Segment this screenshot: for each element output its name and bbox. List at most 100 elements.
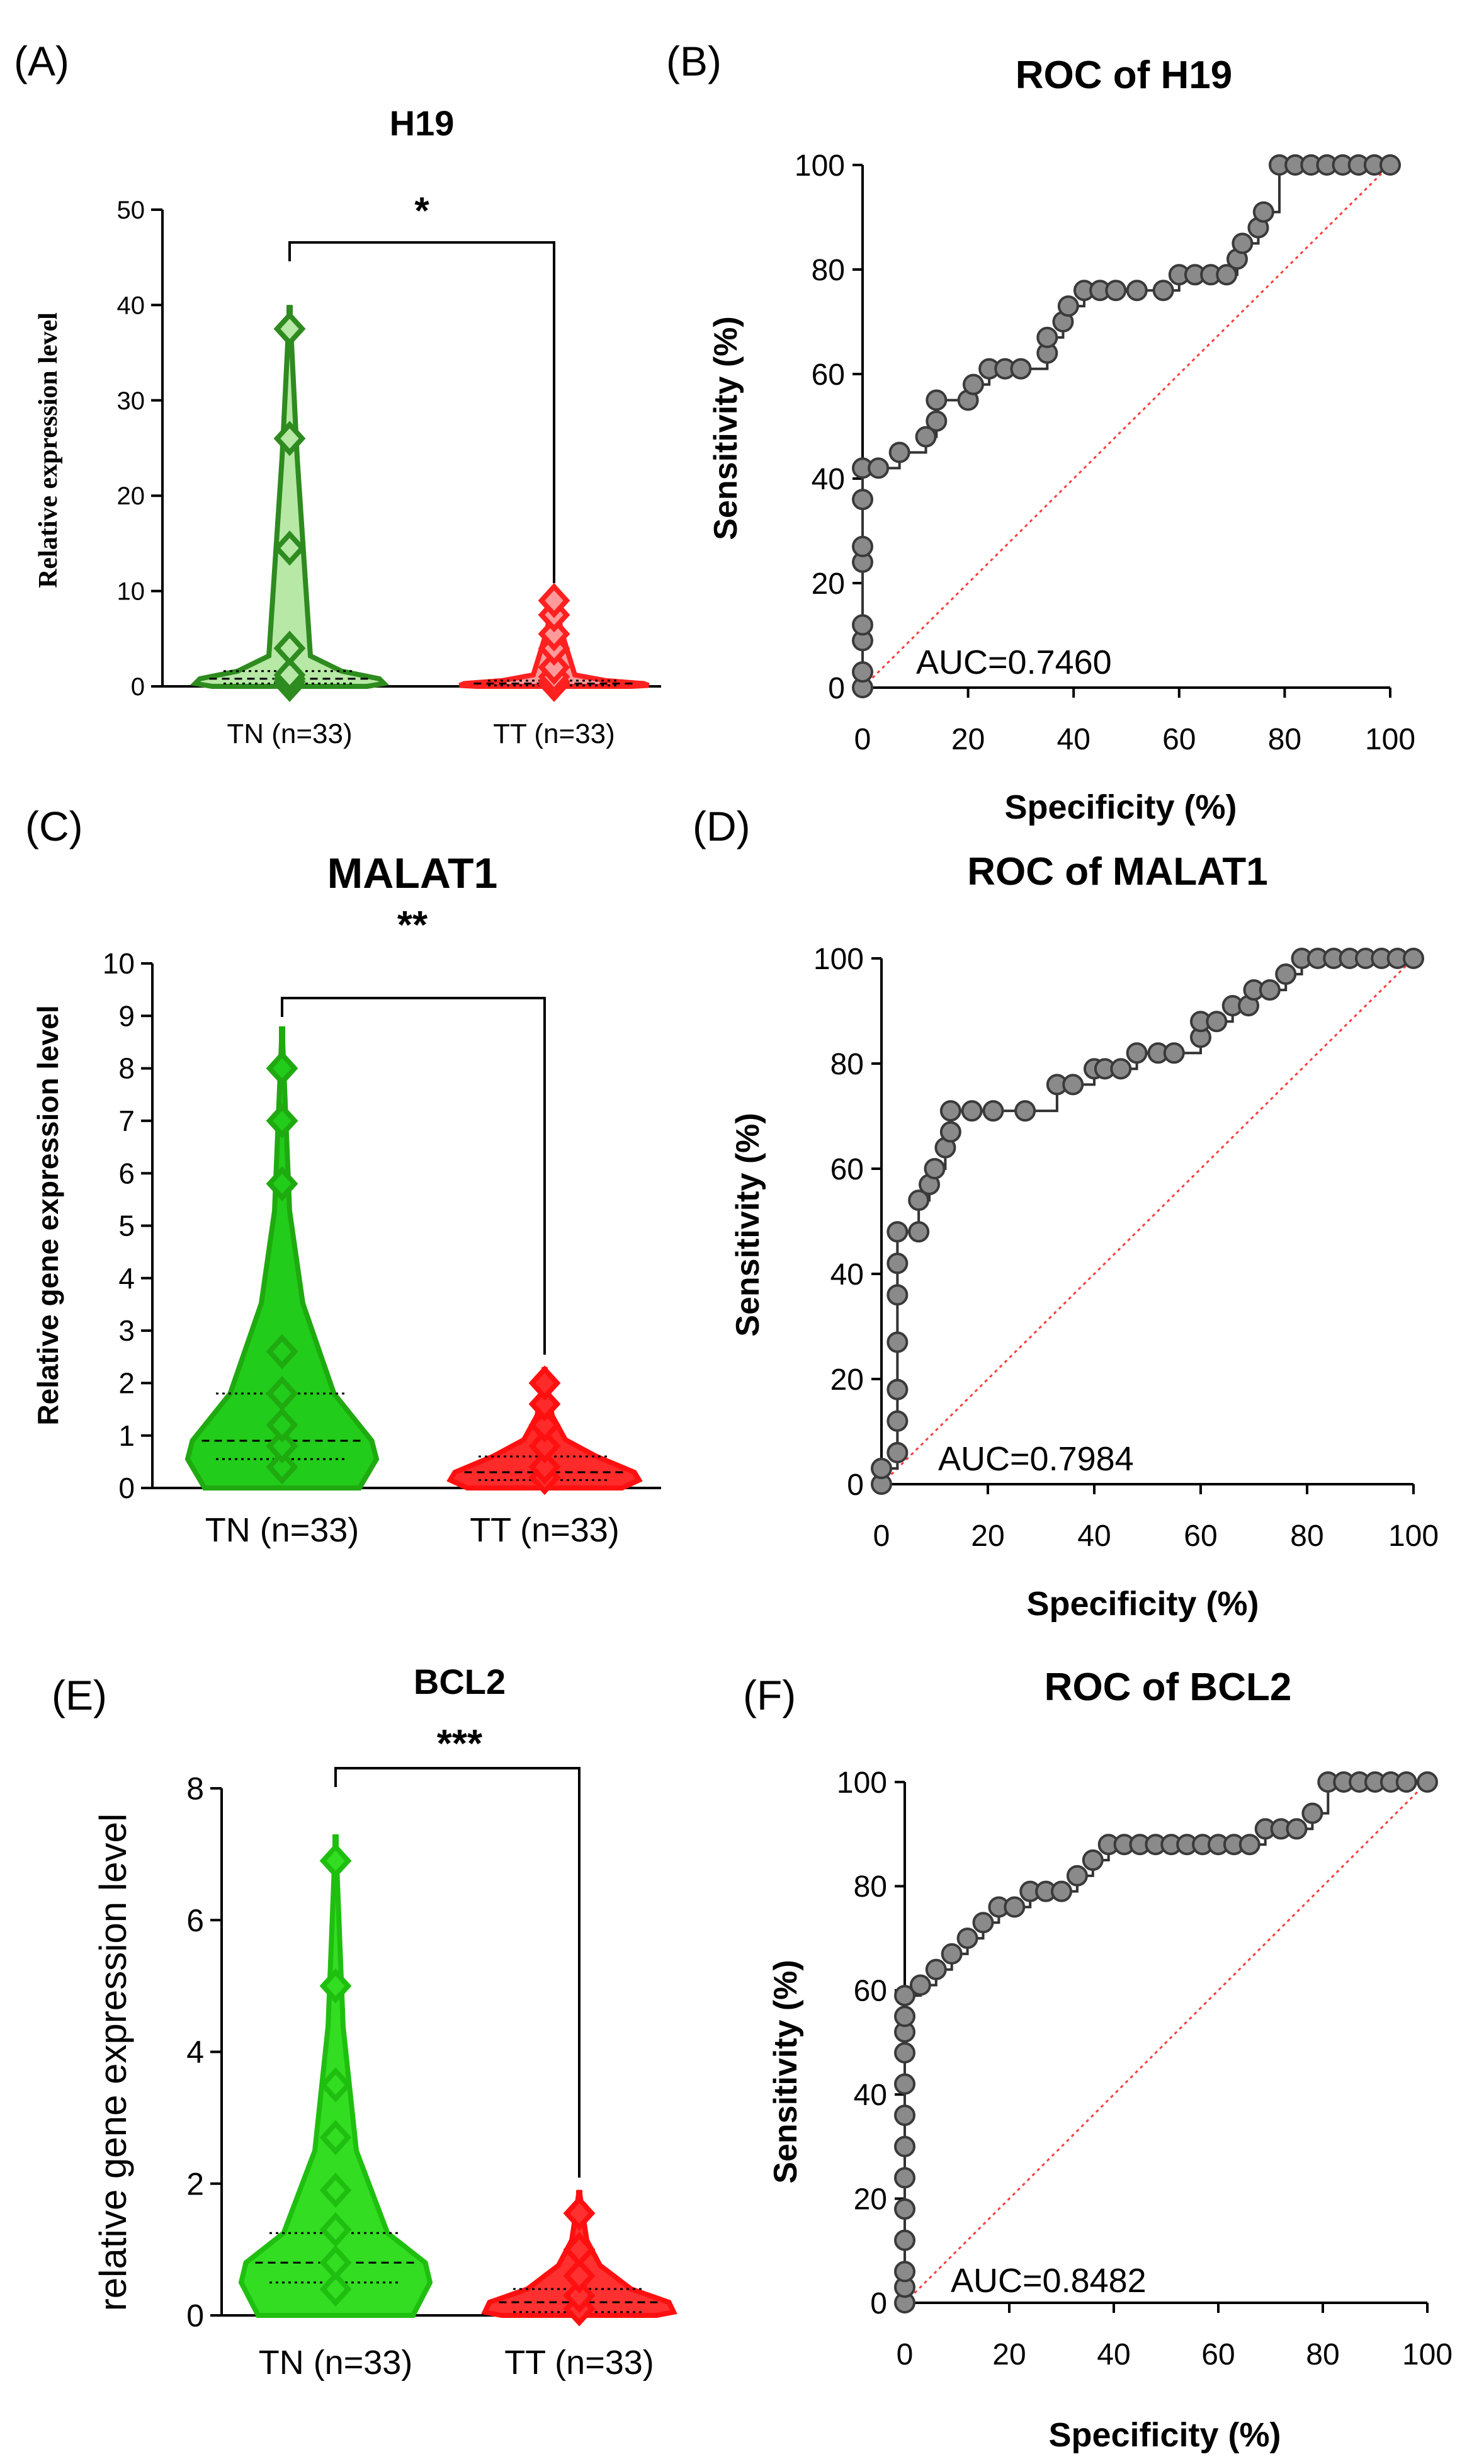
violin-point — [319, 2120, 352, 2155]
roc-point — [1051, 1880, 1072, 1902]
y-tick-label: 1 — [118, 1419, 135, 1452]
y-tick-label: 10 — [117, 578, 145, 606]
roc-point — [1014, 1100, 1036, 1122]
violin-point — [528, 1449, 561, 1485]
y-tick-label: 3 — [118, 1314, 135, 1347]
roc-point — [886, 1221, 909, 1243]
plot-area: 0 20 40 60 80 100 0 20 40 60 80 100 — [795, 149, 1415, 756]
roc-point — [925, 1958, 947, 1980]
x-tick-label: 40 — [1077, 1519, 1111, 1553]
roc-point — [1126, 1042, 1148, 1064]
plot-area: 0 20 40 60 80 100 0 20 40 60 80 100 — [813, 943, 1439, 1553]
x-tick-label: 0 — [854, 723, 871, 756]
plot-area: 0 20 40 60 80 100 0 20 40 60 80 100 — [837, 1766, 1453, 2371]
roc-point — [888, 441, 910, 463]
violin-point — [563, 2278, 596, 2314]
y-tick-label: 20 — [854, 2183, 887, 2216]
violin-point — [266, 1334, 298, 1370]
roc-point — [852, 614, 873, 636]
roc-point — [1105, 280, 1127, 302]
y-tick-label: 7 — [118, 1104, 135, 1137]
significance-marker: * — [414, 190, 429, 232]
roc-point — [852, 489, 873, 511]
violin-point — [273, 530, 306, 566]
panel-label: (A) — [14, 38, 69, 84]
roc-point — [894, 2229, 915, 2251]
category-label: TT (n=33) — [504, 2344, 654, 2382]
y-tick-label: 40 — [117, 292, 145, 319]
roc-point — [852, 535, 873, 557]
panel-label: (C) — [25, 803, 83, 849]
violin-point — [266, 1050, 298, 1086]
y-tick-label: 100 — [813, 943, 864, 976]
y-tick-label: 30 — [117, 387, 145, 415]
roc-point — [939, 1100, 961, 1122]
roc-point — [915, 426, 937, 448]
roc-point — [886, 1378, 909, 1400]
panel-label: (E) — [52, 1672, 107, 1718]
y-tick-label: 6 — [186, 1903, 204, 1938]
roc-point — [924, 1158, 946, 1179]
panel-c-violin: (C) MALAT1 Relative gene expression leve… — [25, 803, 661, 1549]
y-tick-label: 100 — [795, 149, 845, 183]
roc-point — [852, 661, 873, 683]
roc-point — [868, 457, 890, 479]
y-tick-label: 8 — [118, 1052, 135, 1085]
violin-point — [319, 2212, 352, 2247]
violin-point — [319, 2271, 352, 2307]
violin-point — [319, 1843, 352, 1879]
reference-line — [880, 957, 1415, 1485]
roc-point — [939, 1121, 961, 1143]
category-label: TN (n=33) — [227, 718, 352, 749]
y-tick-label: 0 — [870, 2287, 887, 2320]
roc-point — [1057, 295, 1079, 317]
roc-point — [926, 410, 948, 432]
x-tick-label: 80 — [1290, 1519, 1323, 1553]
y-tick-label: 0 — [828, 672, 845, 705]
panel-d-roc: (D) ROC of MALAT1 Sensitivity (%) Specif… — [693, 803, 1439, 1623]
roc-point — [1301, 1802, 1323, 1824]
chart-title: ROC of MALAT1 — [967, 850, 1268, 894]
roc-point — [962, 373, 984, 395]
significance-bracket — [288, 241, 555, 584]
x-tick-label: 40 — [1057, 723, 1090, 756]
roc-point — [1238, 1834, 1260, 1856]
y-tick-label: 9 — [118, 999, 135, 1032]
panel-b-roc: (B) ROC of H19 Sensitivity (%) Specifici… — [666, 38, 1415, 826]
chart-title: BCL2 — [414, 1662, 506, 1701]
violin-point — [273, 630, 306, 666]
x-tick-label: 20 — [951, 723, 985, 756]
y-tick-label: 20 — [117, 482, 145, 510]
violin-point — [563, 2195, 596, 2231]
roc-point — [886, 1441, 909, 1463]
roc-point — [1379, 154, 1401, 176]
violin-point — [563, 2258, 596, 2294]
x-tick-label: 100 — [1402, 2338, 1453, 2371]
y-axis-label: Sensitivity (%) — [767, 1960, 804, 2183]
roc-point — [894, 2104, 915, 2126]
y-tick-label: 20 — [830, 1363, 864, 1397]
y-tick-label: 20 — [812, 567, 845, 601]
violin-point — [266, 1166, 298, 1201]
x-axis-label: Specificity (%) — [1026, 1585, 1259, 1623]
y-tick-label: 0 — [118, 1472, 135, 1504]
roc-point — [1004, 1896, 1026, 1918]
significance-bracket — [334, 1767, 581, 2178]
panel-label: (B) — [666, 38, 722, 84]
roc-point — [908, 1189, 930, 1212]
x-tick-label: 80 — [1306, 2338, 1339, 2371]
violin-point — [273, 311, 306, 347]
y-tick-label: 10 — [103, 947, 135, 980]
y-tick-label: 80 — [854, 1870, 887, 1904]
x-tick-label: 80 — [1268, 723, 1301, 756]
y-axis-label: Relative gene expression level — [31, 1005, 64, 1425]
roc-point — [894, 2135, 915, 2157]
roc-point — [1259, 979, 1281, 1001]
violin-point — [319, 1968, 352, 2004]
roc-point — [961, 1100, 983, 1122]
roc-point — [1110, 1058, 1132, 1080]
roc-point — [894, 2073, 915, 2095]
y-tick-label: 60 — [812, 358, 845, 392]
panel-label: (F) — [743, 1672, 796, 1718]
plot-area: 0 2 4 6 8 TN (n=33) TT (n=33) — [186, 1767, 677, 2382]
